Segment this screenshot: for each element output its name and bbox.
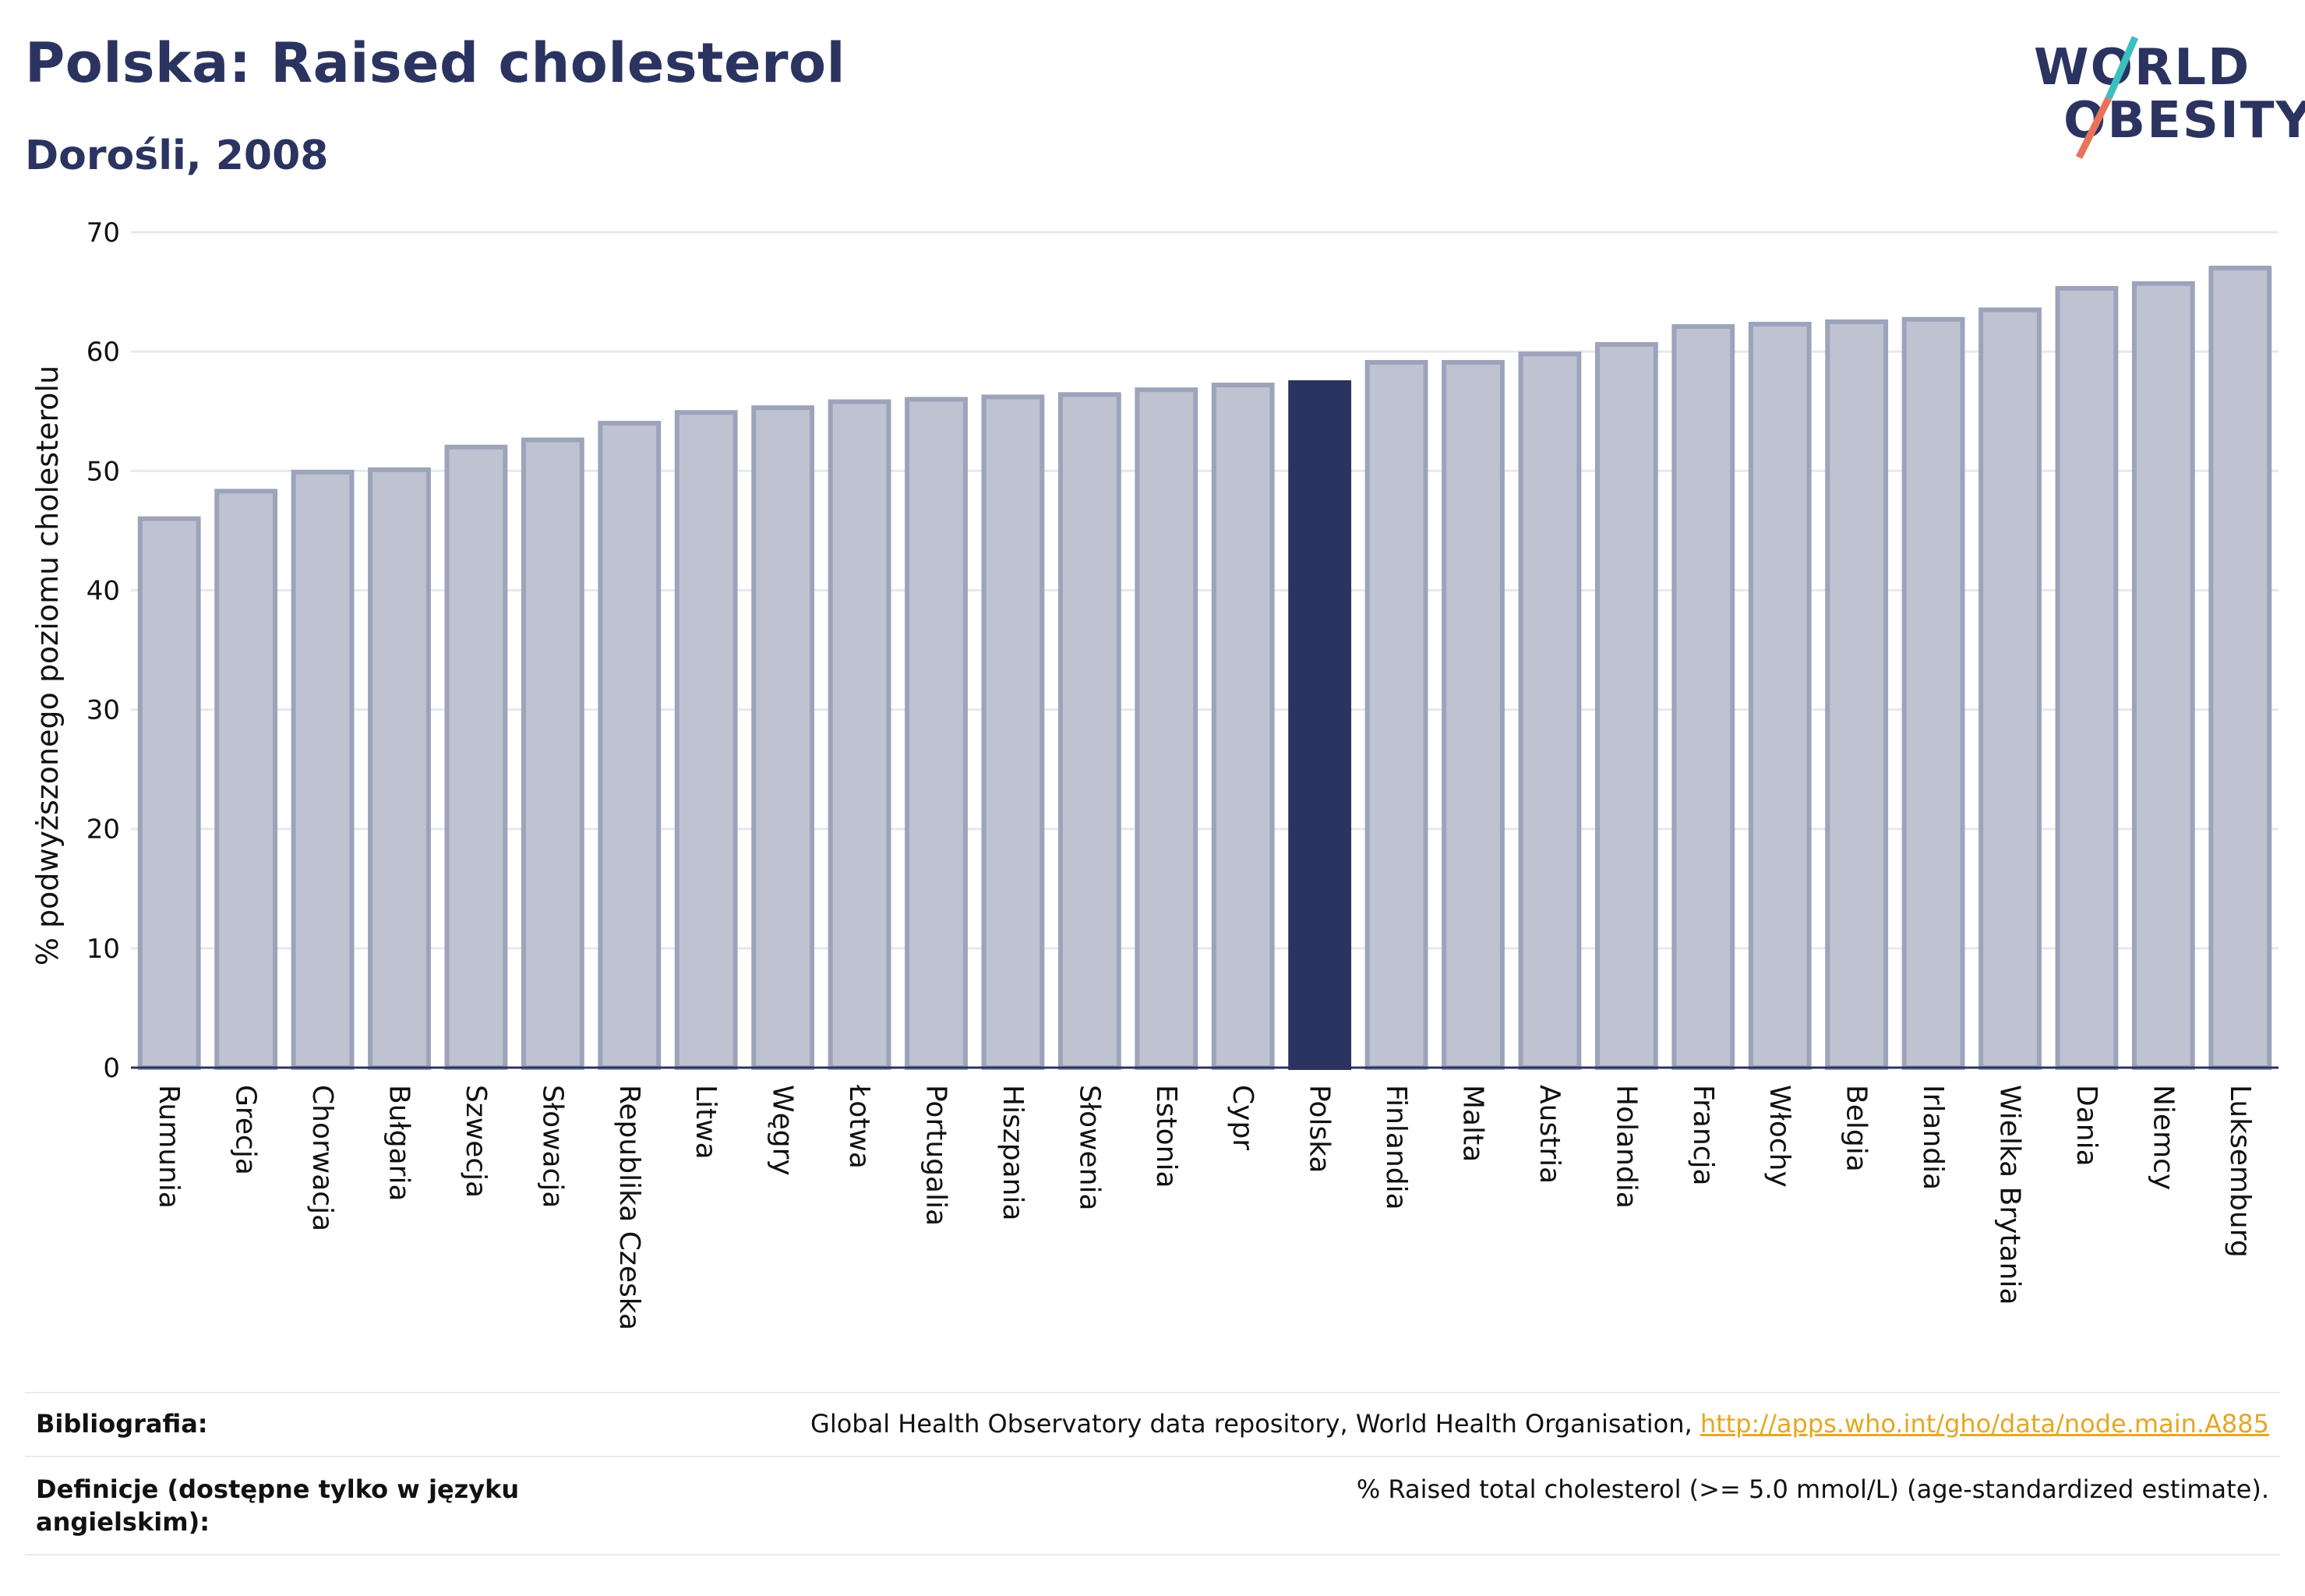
x-tick-label: Hiszpania xyxy=(997,1085,1029,1221)
bar-chorwacja xyxy=(291,469,355,1070)
bar-luksemburg xyxy=(2208,265,2272,1070)
bibliography-value: Global Health Observatory data repositor… xyxy=(810,1407,2269,1440)
bar-bułgaria xyxy=(368,467,431,1070)
bar-szwecja xyxy=(444,444,508,1070)
bibliography-link[interactable]: http://apps.who.int/gho/data/node.main.A… xyxy=(1700,1409,2269,1439)
page-subtitle: Dorośli, 2008 xyxy=(25,132,329,179)
bar-litwa xyxy=(674,410,738,1070)
y-axis-label: % podwyższonego poziomu cholesterolu xyxy=(30,365,65,966)
bar-republika-czeska xyxy=(598,421,662,1070)
bar-słowacja xyxy=(521,437,584,1070)
footer-row-bibliography: Bibliografia: Global Health Observatory … xyxy=(25,1392,2280,1457)
bar-niemcy xyxy=(2131,281,2195,1070)
x-tick-label: Grecja xyxy=(230,1085,262,1175)
x-tick-label: Luksemburg xyxy=(2224,1085,2256,1258)
logo-slash-coral xyxy=(2075,96,2113,160)
x-tick-label: Słowenia xyxy=(1073,1085,1105,1211)
bar-polska xyxy=(1288,380,1352,1070)
bar-włochy xyxy=(1748,321,1812,1071)
x-tick-label: Węgry xyxy=(767,1085,799,1176)
bar-irlandia xyxy=(1901,316,1965,1070)
x-tick-label: Dania xyxy=(2070,1085,2102,1167)
bar-wielka-brytania xyxy=(1978,307,2042,1071)
bar-estonia xyxy=(1135,387,1198,1071)
definitions-label: Definicje (dostępne tylko w języku angie… xyxy=(36,1474,520,1537)
x-tick-label: Bułgaria xyxy=(383,1085,415,1202)
x-tick-label: Wielka Brytania xyxy=(1994,1085,2026,1305)
x-tick-label: Rumunia xyxy=(153,1085,185,1209)
footer-row-definitions: Definicje (dostępne tylko w języku angie… xyxy=(25,1456,2280,1555)
bar-malta xyxy=(1442,359,1505,1070)
y-tick-label: 10 xyxy=(86,934,120,965)
logo-slash-icon xyxy=(2075,36,2139,160)
bar-hiszpania xyxy=(981,394,1045,1070)
bar-słowenia xyxy=(1057,392,1121,1070)
y-tick-label: 30 xyxy=(86,695,120,726)
x-tick-label: Łotwa xyxy=(843,1084,875,1169)
definitions-value: % Raised total cholesterol (>= 5.0 mmol/… xyxy=(1356,1474,2269,1504)
logo-slash-teal xyxy=(2105,36,2139,100)
x-tick-label: Szwecja xyxy=(460,1085,492,1198)
bar-francja xyxy=(1671,323,1735,1071)
x-tick-label: Polska xyxy=(1304,1085,1336,1173)
x-tick-label: Finlandia xyxy=(1380,1085,1412,1210)
logo-line1: WORLD xyxy=(2034,39,2251,97)
x-tick-label: Francja xyxy=(1687,1085,1719,1186)
y-tick-label: 70 xyxy=(86,217,120,249)
bar-finlandia xyxy=(1364,359,1428,1070)
x-tick-label: Malta xyxy=(1457,1085,1489,1162)
bibliography-text: Global Health Observatory data repositor… xyxy=(810,1409,1700,1439)
x-tick-label: Portugalia xyxy=(920,1085,952,1226)
world-obesity-logo: WORLD OBESITY xyxy=(2034,23,2305,164)
y-tick-label: 60 xyxy=(86,337,120,368)
bar-grecja xyxy=(214,489,278,1070)
bar-austria xyxy=(1518,351,1582,1071)
page-title: Polska: Raised cholesterol xyxy=(25,31,846,95)
x-tick-label: Litwa xyxy=(690,1085,722,1160)
bar-węgry xyxy=(751,405,815,1070)
bar-cypr xyxy=(1211,383,1275,1071)
x-tick-label: Włochy xyxy=(1763,1085,1795,1188)
bar-holandia xyxy=(1594,341,1658,1070)
y-tick-label: 40 xyxy=(86,575,120,606)
bar-dania xyxy=(2055,285,2119,1070)
x-tick-label: Irlandia xyxy=(1917,1085,1949,1190)
bar-łotwa xyxy=(828,399,891,1071)
y-tick-label: 20 xyxy=(86,814,120,846)
x-tick-label: Holandia xyxy=(1610,1085,1642,1209)
bar-belgia xyxy=(1825,319,1889,1071)
x-tick-label: Słowacja xyxy=(536,1085,568,1208)
y-tick-label: 50 xyxy=(86,456,120,487)
x-tick-label: Cypr xyxy=(1227,1085,1258,1150)
x-tick-label: Republika Czeska xyxy=(613,1085,645,1330)
bar-rumunia xyxy=(137,516,201,1070)
x-tick-label: Estonia xyxy=(1150,1085,1182,1188)
x-tick-label: Niemcy xyxy=(2147,1085,2179,1190)
bar-chart: 0 10 20 30 40 50 60 70 % podwyższonego poziomu c… xyxy=(30,217,2279,1330)
x-tick-label: Belgia xyxy=(1841,1085,1873,1172)
y-tick-label: 0 xyxy=(103,1053,120,1084)
x-tick-label: Chorwacja xyxy=(306,1085,338,1231)
bibliography-label: Bibliografia: xyxy=(36,1409,208,1439)
x-tick-label: Austria xyxy=(1534,1085,1565,1184)
bar-portugalia xyxy=(905,397,968,1070)
